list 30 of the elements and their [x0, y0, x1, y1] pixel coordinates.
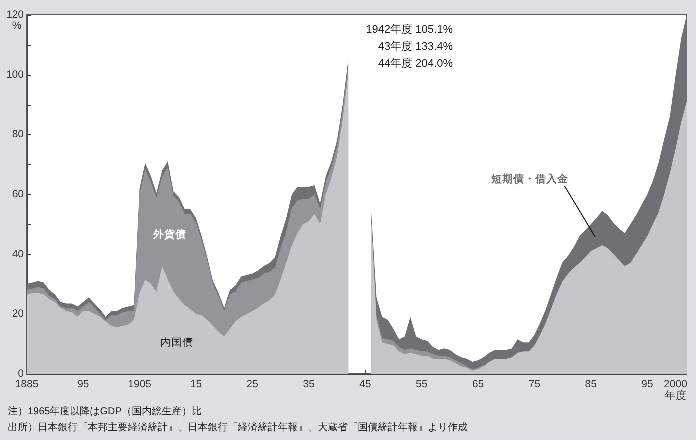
text: 注）1965年度以降はGDP（国内総生産）比	[8, 406, 202, 418]
x-tick-label: 2000	[664, 378, 688, 390]
y-tick-label: 0	[18, 368, 24, 380]
y-tick-label: 80	[12, 128, 24, 141]
y-tick-label: 100	[6, 68, 24, 81]
x-tick-label: 65	[472, 378, 484, 390]
x-tick-label: 15	[190, 378, 202, 390]
annotation: 44年度 204.0%	[378, 57, 454, 70]
x-tick-label: 45	[360, 378, 372, 390]
x-tick-label: 1885	[15, 378, 39, 390]
x-tick-label: 35	[303, 378, 316, 390]
text: 出所）日本銀行『本邦主要経済統計』、日本銀行『経済統計年報』、大蔵省『国債統計年報』より作成	[8, 422, 468, 434]
y-axis-title: %	[12, 20, 22, 32]
text: 短期債・借入金	[490, 172, 570, 186]
x-axis-title: 年度	[665, 389, 687, 402]
annotation: 1942年度 105.1%	[366, 23, 454, 36]
y-tick-label: 40	[12, 248, 24, 260]
x-tick-label: 95	[642, 378, 654, 390]
series-label: 内国債	[160, 336, 194, 350]
y-tick-label: 60	[12, 188, 24, 200]
x-tick-label: 55	[416, 378, 428, 390]
x-tick-label: 75	[528, 378, 541, 390]
x-tick-label: 95	[78, 378, 90, 390]
y-tick-label: 20	[12, 308, 24, 320]
x-tick-label: 25	[246, 378, 259, 390]
x-tick-label: 85	[585, 378, 598, 390]
series-label: 外貨債	[152, 228, 187, 242]
x-tick-label: 1905	[128, 378, 152, 390]
annotation: 43年度 133.4%	[378, 40, 454, 53]
y-tick-label: 120	[6, 9, 24, 21]
